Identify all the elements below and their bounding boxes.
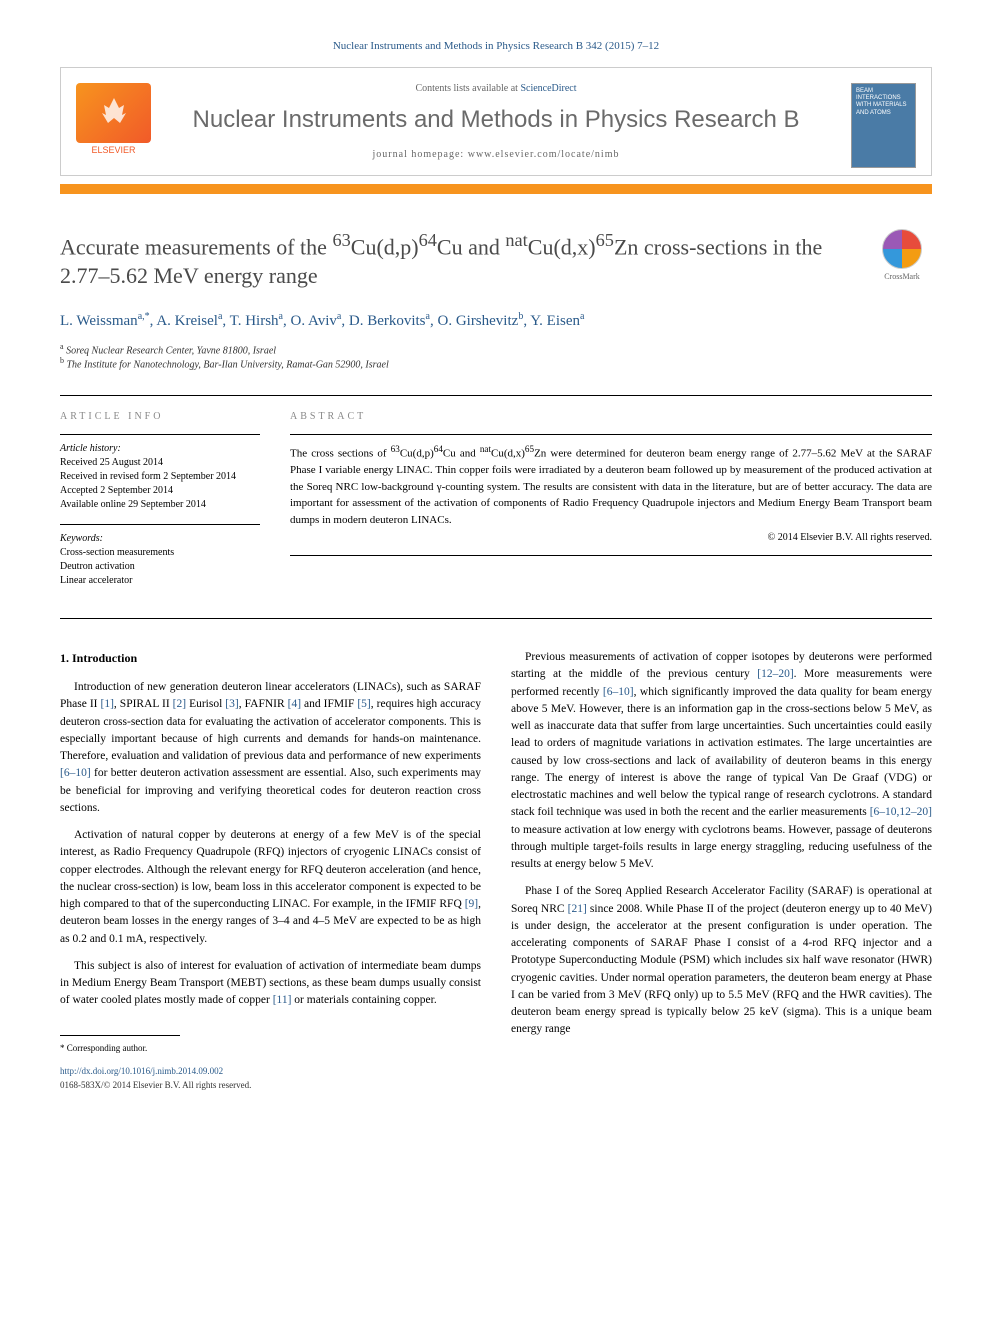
doi-link[interactable]: http://dx.doi.org/10.1016/j.nimb.2014.09… xyxy=(60,1065,481,1079)
sciencedirect-link[interactable]: ScienceDirect xyxy=(520,83,576,94)
abstract-copyright: © 2014 Elsevier B.V. All rights reserved… xyxy=(290,532,932,543)
body-text: 1. Introduction Introduction of new gene… xyxy=(60,649,932,1092)
elsevier-label: ELSEVIER xyxy=(76,145,151,155)
section-1-heading: 1. Introduction xyxy=(60,649,481,667)
article-info-heading: ARTICLE INFO xyxy=(60,411,260,422)
para-2-1: Previous measurements of activation of c… xyxy=(511,649,932,873)
para-2-2: Phase I of the Soreq Applied Research Ac… xyxy=(511,883,932,1038)
para-1-1: Introduction of new generation deuteron … xyxy=(60,679,481,817)
keywords-label: Keywords: xyxy=(60,533,260,544)
keyword-1: Cross-section measurements xyxy=(60,546,260,560)
affiliation-b: b The Institute for Nanotechnology, Bar-… xyxy=(60,356,932,370)
elsevier-tree-icon xyxy=(76,83,151,143)
orange-divider xyxy=(60,184,932,194)
homepage-url[interactable]: www.elsevier.com/locate/nimb xyxy=(468,149,620,160)
elsevier-logo[interactable]: ELSEVIER xyxy=(76,83,151,163)
journal-homepage: journal homepage: www.elsevier.com/locat… xyxy=(171,149,821,160)
para-1-3: This subject is also of interest for eva… xyxy=(60,958,481,1010)
history-accepted: Accepted 2 September 2014 xyxy=(60,484,260,498)
keyword-2: Deutron activation xyxy=(60,560,260,574)
history-revised: Received in revised form 2 September 201… xyxy=(60,470,260,484)
column-left: 1. Introduction Introduction of new gene… xyxy=(60,649,481,1092)
article-title: Accurate measurements of the 63Cu(d,p)64… xyxy=(60,229,852,291)
journal-name: Nuclear Instruments and Methods in Physi… xyxy=(171,106,821,134)
journal-header: ELSEVIER BEAM INTERACTIONS WITH MATERIAL… xyxy=(60,67,932,176)
footer-copyright: 0168-583X/© 2014 Elsevier B.V. All right… xyxy=(60,1079,481,1093)
corresponding-author-note: * Corresponding author. xyxy=(60,1042,481,1056)
keyword-3: Linear accelerator xyxy=(60,574,260,588)
article-info-panel: ARTICLE INFO Article history: Received 2… xyxy=(60,411,260,588)
affiliations: a Soreq Nuclear Research Center, Yavne 8… xyxy=(60,342,932,371)
journal-cover-thumbnail[interactable]: BEAM INTERACTIONS WITH MATERIALS AND ATO… xyxy=(851,83,916,168)
abstract-panel: ABSTRACT The cross sections of 63Cu(d,p)… xyxy=(290,411,932,588)
affiliation-a: a Soreq Nuclear Research Center, Yavne 8… xyxy=(60,342,932,356)
abstract-heading: ABSTRACT xyxy=(290,411,932,422)
article-history-label: Article history: xyxy=(60,443,260,454)
abstract-text: The cross sections of 63Cu(d,p)64Cu and … xyxy=(290,443,932,528)
body-divider xyxy=(60,618,932,619)
divider xyxy=(60,395,932,396)
column-right: Previous measurements of activation of c… xyxy=(511,649,932,1092)
authors-list: L. Weissmana,*, A. Kreisela, T. Hirsha, … xyxy=(60,311,932,330)
journal-reference: Nuclear Instruments and Methods in Physi… xyxy=(60,40,932,52)
contents-available: Contents lists available at ScienceDirec… xyxy=(171,83,821,94)
crossmark-icon xyxy=(882,229,922,269)
history-received: Received 25 August 2014 xyxy=(60,456,260,470)
para-1-2: Activation of natural copper by deuteron… xyxy=(60,827,481,948)
history-online: Available online 29 September 2014 xyxy=(60,498,260,512)
crossmark-badge[interactable]: CrossMark xyxy=(872,229,932,281)
cover-text: BEAM INTERACTIONS WITH MATERIALS AND ATO… xyxy=(852,84,915,121)
